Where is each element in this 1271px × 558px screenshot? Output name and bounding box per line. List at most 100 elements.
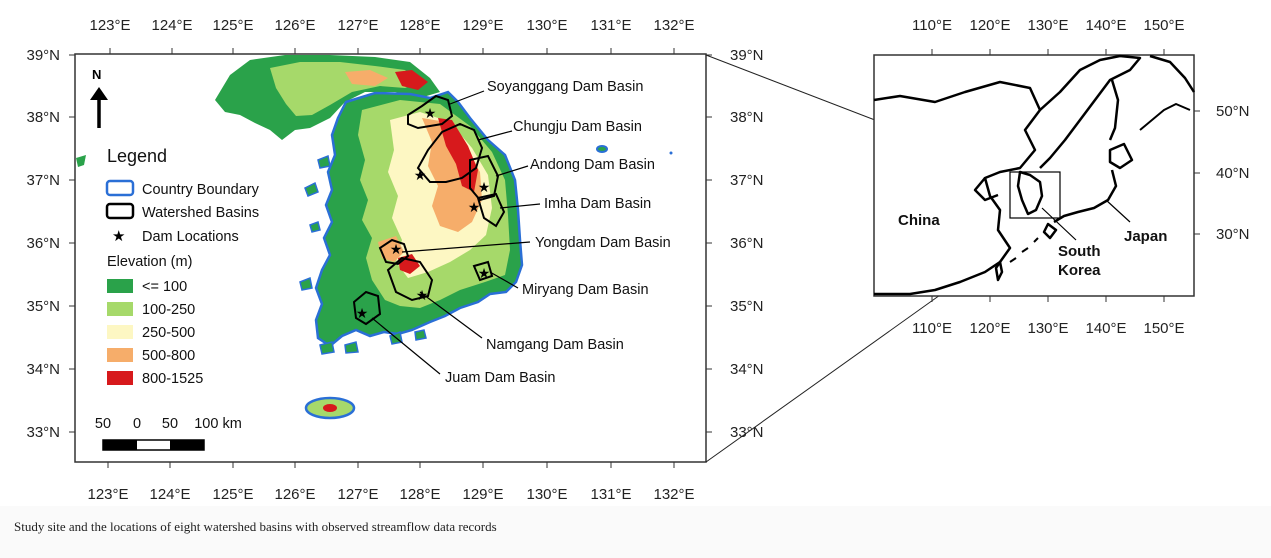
basin-yongdam	[378, 238, 410, 266]
scale-label-0: 0	[133, 416, 141, 432]
lat-label-38-left: 38°N	[26, 109, 60, 126]
dam-star-chungju: ★	[414, 167, 427, 183]
main-map-right-ticks	[706, 54, 712, 433]
lon-label-129-bottom: 129°E	[462, 486, 503, 503]
scale-bar-seg-3	[170, 440, 204, 450]
inset-bottom-lon-labels: 110°E 120°E 130°E 140°E 150°E	[912, 320, 1184, 337]
lat-label-34-left: 34°N	[26, 361, 60, 378]
dam-star-namgang: ★	[416, 287, 429, 303]
scale-label-100km: 100 km	[194, 416, 242, 432]
inset-lon-130-bottom: 130°E	[1027, 320, 1068, 337]
legend-dam-label: Dam Locations	[142, 229, 239, 245]
peninsula-elevation-map	[76, 55, 673, 420]
basin-miryang	[472, 260, 494, 282]
lon-label-126-top: 126°E	[274, 17, 315, 34]
inset-japan-kyushu	[1042, 222, 1058, 240]
label-chungju: Chungju Dam Basin	[513, 119, 642, 135]
basin-namgang	[386, 256, 434, 302]
north-korea-mid	[345, 70, 388, 86]
inset-lon-110-bottom: 110°E	[912, 320, 952, 337]
dam-star-andong: ★	[478, 179, 491, 195]
inset-top-lon-labels: 110°E 120°E 130°E 140°E 150°E	[912, 17, 1184, 34]
basin-andong	[469, 154, 500, 202]
jeju-peak	[323, 404, 337, 412]
inset-japan-hokkaido	[1108, 142, 1134, 170]
inset-kuril	[1139, 103, 1191, 131]
lon-label-131-top: 131°E	[590, 17, 631, 34]
basin-juam	[352, 290, 382, 326]
inset-lat-40: 40°N	[1216, 165, 1250, 182]
north-arrow-label: N	[92, 67, 101, 82]
inset-map-frame	[873, 54, 1195, 297]
scale-bar-seg-1	[103, 440, 137, 450]
basin-labels: Soyanggang Dam Basin Chungju Dam Basin A…	[445, 79, 671, 386]
lon-label-132-top: 132°E	[653, 17, 694, 34]
inset-korea-leader	[1041, 207, 1077, 241]
inset-lon-150-bottom: 150°E	[1143, 320, 1184, 337]
inset-ticks	[931, 49, 1200, 302]
lat-label-33-left: 33°N	[26, 424, 60, 441]
legend-country-boundary-swatch	[105, 179, 135, 197]
inset-lon-130-top: 130°E	[1027, 17, 1068, 34]
inset-sakhalin	[1108, 79, 1120, 141]
lon-label-128-top: 128°E	[399, 17, 440, 34]
ganghwa-islands	[317, 154, 331, 169]
label-imha: Imha Dam Basin	[544, 196, 651, 212]
lon-label-124-top: 124°E	[151, 17, 192, 34]
dam-locations: ★ ★ ★ ★ ★ ★ ★ ★	[356, 105, 491, 321]
far-west-island	[76, 155, 86, 167]
scale-bar: 50 0 50 100 km	[95, 416, 242, 451]
lat-label-38-right: 38°N	[730, 109, 764, 126]
dam-star-juam: ★	[356, 305, 369, 321]
lon-label-125-bottom: 125°E	[212, 486, 253, 503]
legend-elev-label-2: 100-250	[142, 302, 195, 318]
inset-china-coast	[873, 80, 1042, 296]
legend-country-boundary-label: Country Boundary	[142, 182, 260, 198]
basin-chungju	[416, 122, 484, 183]
inset-label-south: South	[1058, 243, 1101, 260]
dokdo-island	[669, 151, 673, 155]
lon-label-128-bottom: 128°E	[399, 486, 440, 503]
north-arrow-head	[90, 87, 108, 100]
inset-taiwan	[994, 260, 1004, 282]
legend-watershed-swatch	[105, 202, 135, 220]
lat-label-36-right: 36°N	[730, 235, 764, 252]
scale-label-50-left: 50	[95, 416, 111, 432]
lon-label-127-top: 127°E	[337, 17, 378, 34]
inset-japan-leader	[1105, 199, 1131, 223]
lon-label-132-bottom: 132°E	[653, 486, 694, 503]
label-miryang: Miryang Dam Basin	[522, 282, 649, 298]
legend-elev-label-1: <= 100	[142, 279, 187, 295]
inset-ryukyu	[1009, 237, 1039, 263]
inset-kamchatka	[1149, 54, 1196, 93]
legend-elev-label-5: 800-1525	[142, 371, 203, 387]
north-arrow: N	[90, 67, 108, 128]
inset-lon-110-top: 110°E	[912, 17, 952, 34]
lat-label-39-left: 39°N	[26, 47, 60, 64]
label-namgang: Namgang Dam Basin	[486, 337, 624, 353]
lat-label-39-right: 39°N	[730, 47, 764, 64]
legend-watershed-label: Watershed Basins	[142, 205, 259, 221]
inset-korea-outline	[1016, 170, 1044, 216]
study-site-map-figure: 123°E 124°E 125°E 126°E 127°E 128°E 129°…	[26, 17, 1250, 503]
scale-label-50-right: 50	[162, 416, 178, 432]
figure-caption: Study site and the locations of eight wa…	[14, 519, 497, 534]
inset-lon-150-top: 150°E	[1143, 17, 1184, 34]
inset-lon-140-bottom: 140°E	[1085, 320, 1126, 337]
inset-coastlines	[873, 54, 1196, 296]
main-map-left-ticks	[69, 54, 75, 433]
main-map-right-lat-labels: 39°N 38°N 37°N 36°N 35°N 34°N 33°N	[730, 47, 764, 441]
lat-label-35-left: 35°N	[26, 298, 60, 315]
legend-elev-swatch-5	[107, 371, 133, 385]
figure: 123°E 124°E 125°E 126°E 127°E 128°E 129°…	[26, 17, 1250, 503]
north-korea-highland	[270, 62, 420, 116]
label-andong: Andong Dam Basin	[530, 157, 655, 173]
lon-label-124-bottom: 124°E	[149, 486, 190, 503]
basin-soyanggang	[407, 94, 454, 130]
inset-label-japan: Japan	[1124, 228, 1167, 245]
basin-leader-lines	[371, 90, 541, 375]
inset-russia-coast	[1039, 54, 1142, 169]
lon-label-123-top: 123°E	[89, 17, 130, 34]
lon-label-130-top: 130°E	[526, 17, 567, 34]
lon-label-126-bottom: 126°E	[274, 486, 315, 503]
